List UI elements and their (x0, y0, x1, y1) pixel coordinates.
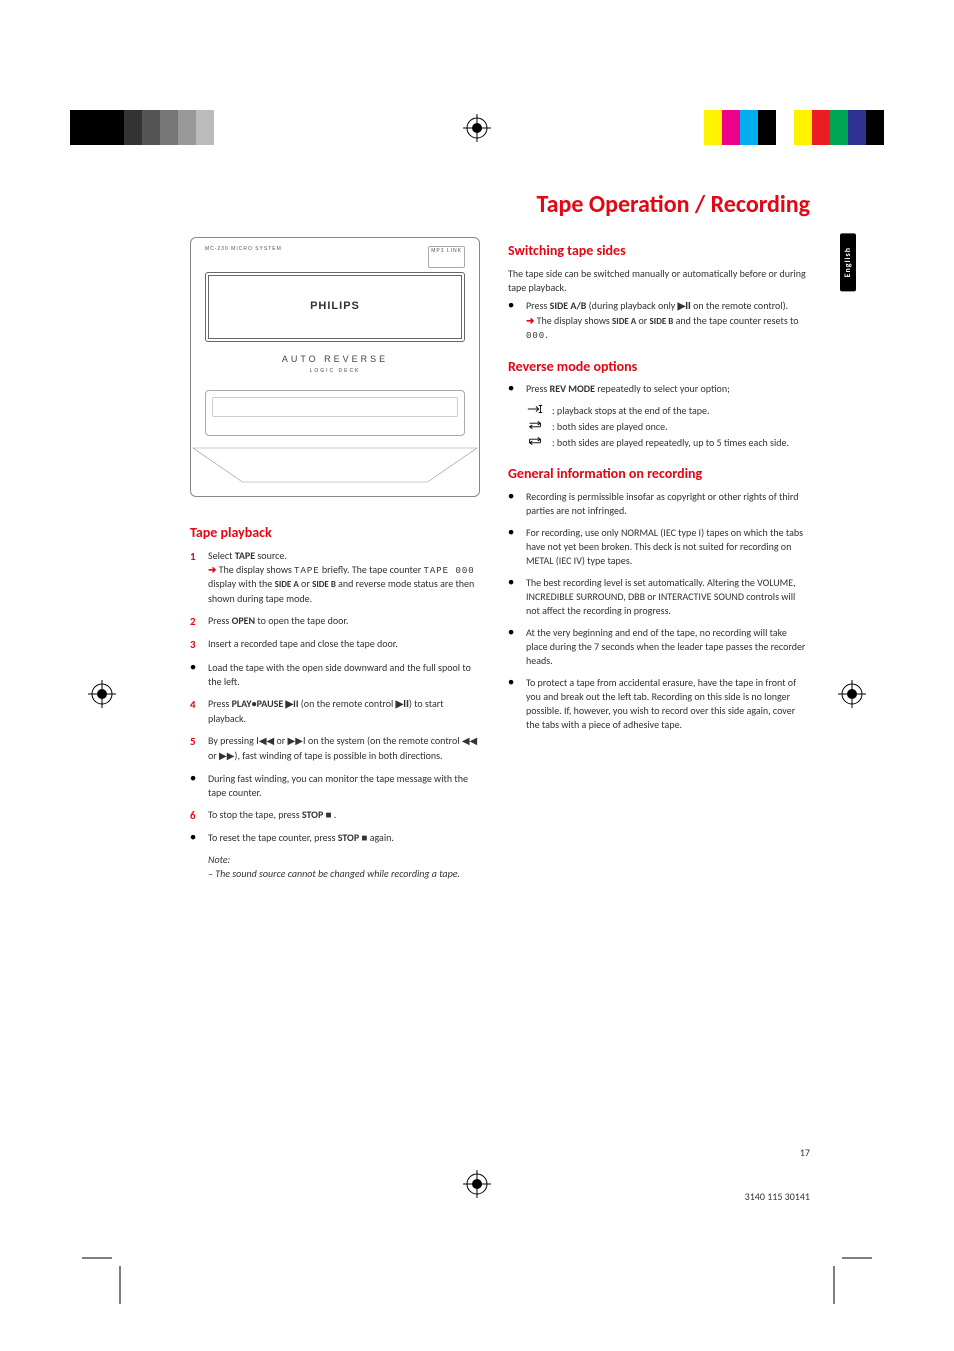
registration-target-right (838, 680, 866, 713)
registration-target-bottom (463, 1170, 491, 1203)
revmode-bullet: ● Press REV MODE repeatedly to select yo… (508, 382, 810, 396)
revmode-both-once-icon (526, 420, 552, 434)
crop-mark-br (812, 1244, 872, 1309)
switch-bullet: ● Press SIDE A/B (during playback only ▶… (508, 299, 810, 343)
gen-bullet-2: ●For recording, use only NORMAL (IEC typ… (508, 526, 810, 568)
registration-target-left (88, 680, 116, 713)
page-title: Tape Operation / Recording (190, 190, 810, 219)
revmode-loop-icon (526, 436, 552, 450)
revmode-option-1: : playback stops at the end of the tape. (526, 404, 810, 418)
note: Note: – The sound source cannot be chang… (190, 853, 480, 881)
step-4: 4 Press PLAY•PAUSE ▶II (on the remote co… (190, 697, 480, 726)
revmode-option-3: : both sides are played repeatedly, up t… (526, 436, 810, 450)
gen-bullet-5: ●To protect a tape from accidental erasu… (508, 676, 810, 732)
heading-general: General information on recording (508, 464, 810, 484)
diagram-model: MC-230 MICRO SYSTEM (205, 246, 282, 268)
step-6: 6 To stop the tape, press STOP ■ . (190, 808, 480, 823)
diagram-shadow (191, 446, 479, 496)
step-3-bullet: ● Load the tape with the open side downw… (190, 661, 480, 689)
step-5: 5 By pressing I◀◀ or ▶▶I on the system (… (190, 734, 480, 764)
page-content: Tape Operation / Recording MC-230 MICRO … (190, 190, 810, 881)
left-column: MC-230 MICRO SYSTEM MP3 LINK PHILIPS AUT… (190, 237, 480, 881)
diagram-badge: MP3 LINK (428, 246, 465, 268)
step-1: 1 Select TAPE source. ➜ The display show… (190, 549, 480, 606)
heading-reverse: Reverse mode options (508, 357, 810, 377)
heading-tape-playback: Tape playback (190, 523, 480, 543)
language-tab: English (840, 233, 856, 291)
diagram-display-panel: PHILIPS (205, 272, 465, 342)
step-5-bullet: ● During fast winding, you can monitor t… (190, 772, 480, 800)
registration-target-top (463, 114, 491, 147)
document-id: 3140 115 30141 (745, 1190, 810, 1203)
revmode-single-icon (526, 404, 552, 418)
gen-bullet-4: ●At the very beginning and end of the ta… (508, 626, 810, 668)
device-diagram: MC-230 MICRO SYSTEM MP3 LINK PHILIPS AUT… (190, 237, 480, 497)
step-2: 2 Press OPEN to open the tape door. (190, 614, 480, 629)
registration-bar-top-right (704, 110, 884, 145)
gen-bullet-1: ●Recording is permissible insofar as cop… (508, 490, 810, 518)
diagram-autoreverse: AUTO REVERSE LOGIC DECK (191, 353, 479, 375)
page-number: 17 (800, 1146, 810, 1159)
switch-intro: The tape side can be switched manually o… (508, 267, 810, 295)
step-6-bullet: ● To reset the tape counter, press STOP … (190, 831, 480, 845)
registration-bar-top-left (70, 110, 232, 145)
crop-mark-bl (82, 1244, 142, 1309)
diagram-tape-slot (205, 390, 465, 436)
right-column: Switching tape sides The tape side can b… (508, 237, 810, 881)
diagram-brand: PHILIPS (310, 299, 360, 314)
step-3: 3 Insert a recorded tape and close the t… (190, 637, 480, 652)
revmode-option-2: : both sides are played once. (526, 420, 810, 434)
gen-bullet-3: ●The best recording level is set automat… (508, 576, 810, 618)
heading-switching: Switching tape sides (508, 241, 810, 261)
